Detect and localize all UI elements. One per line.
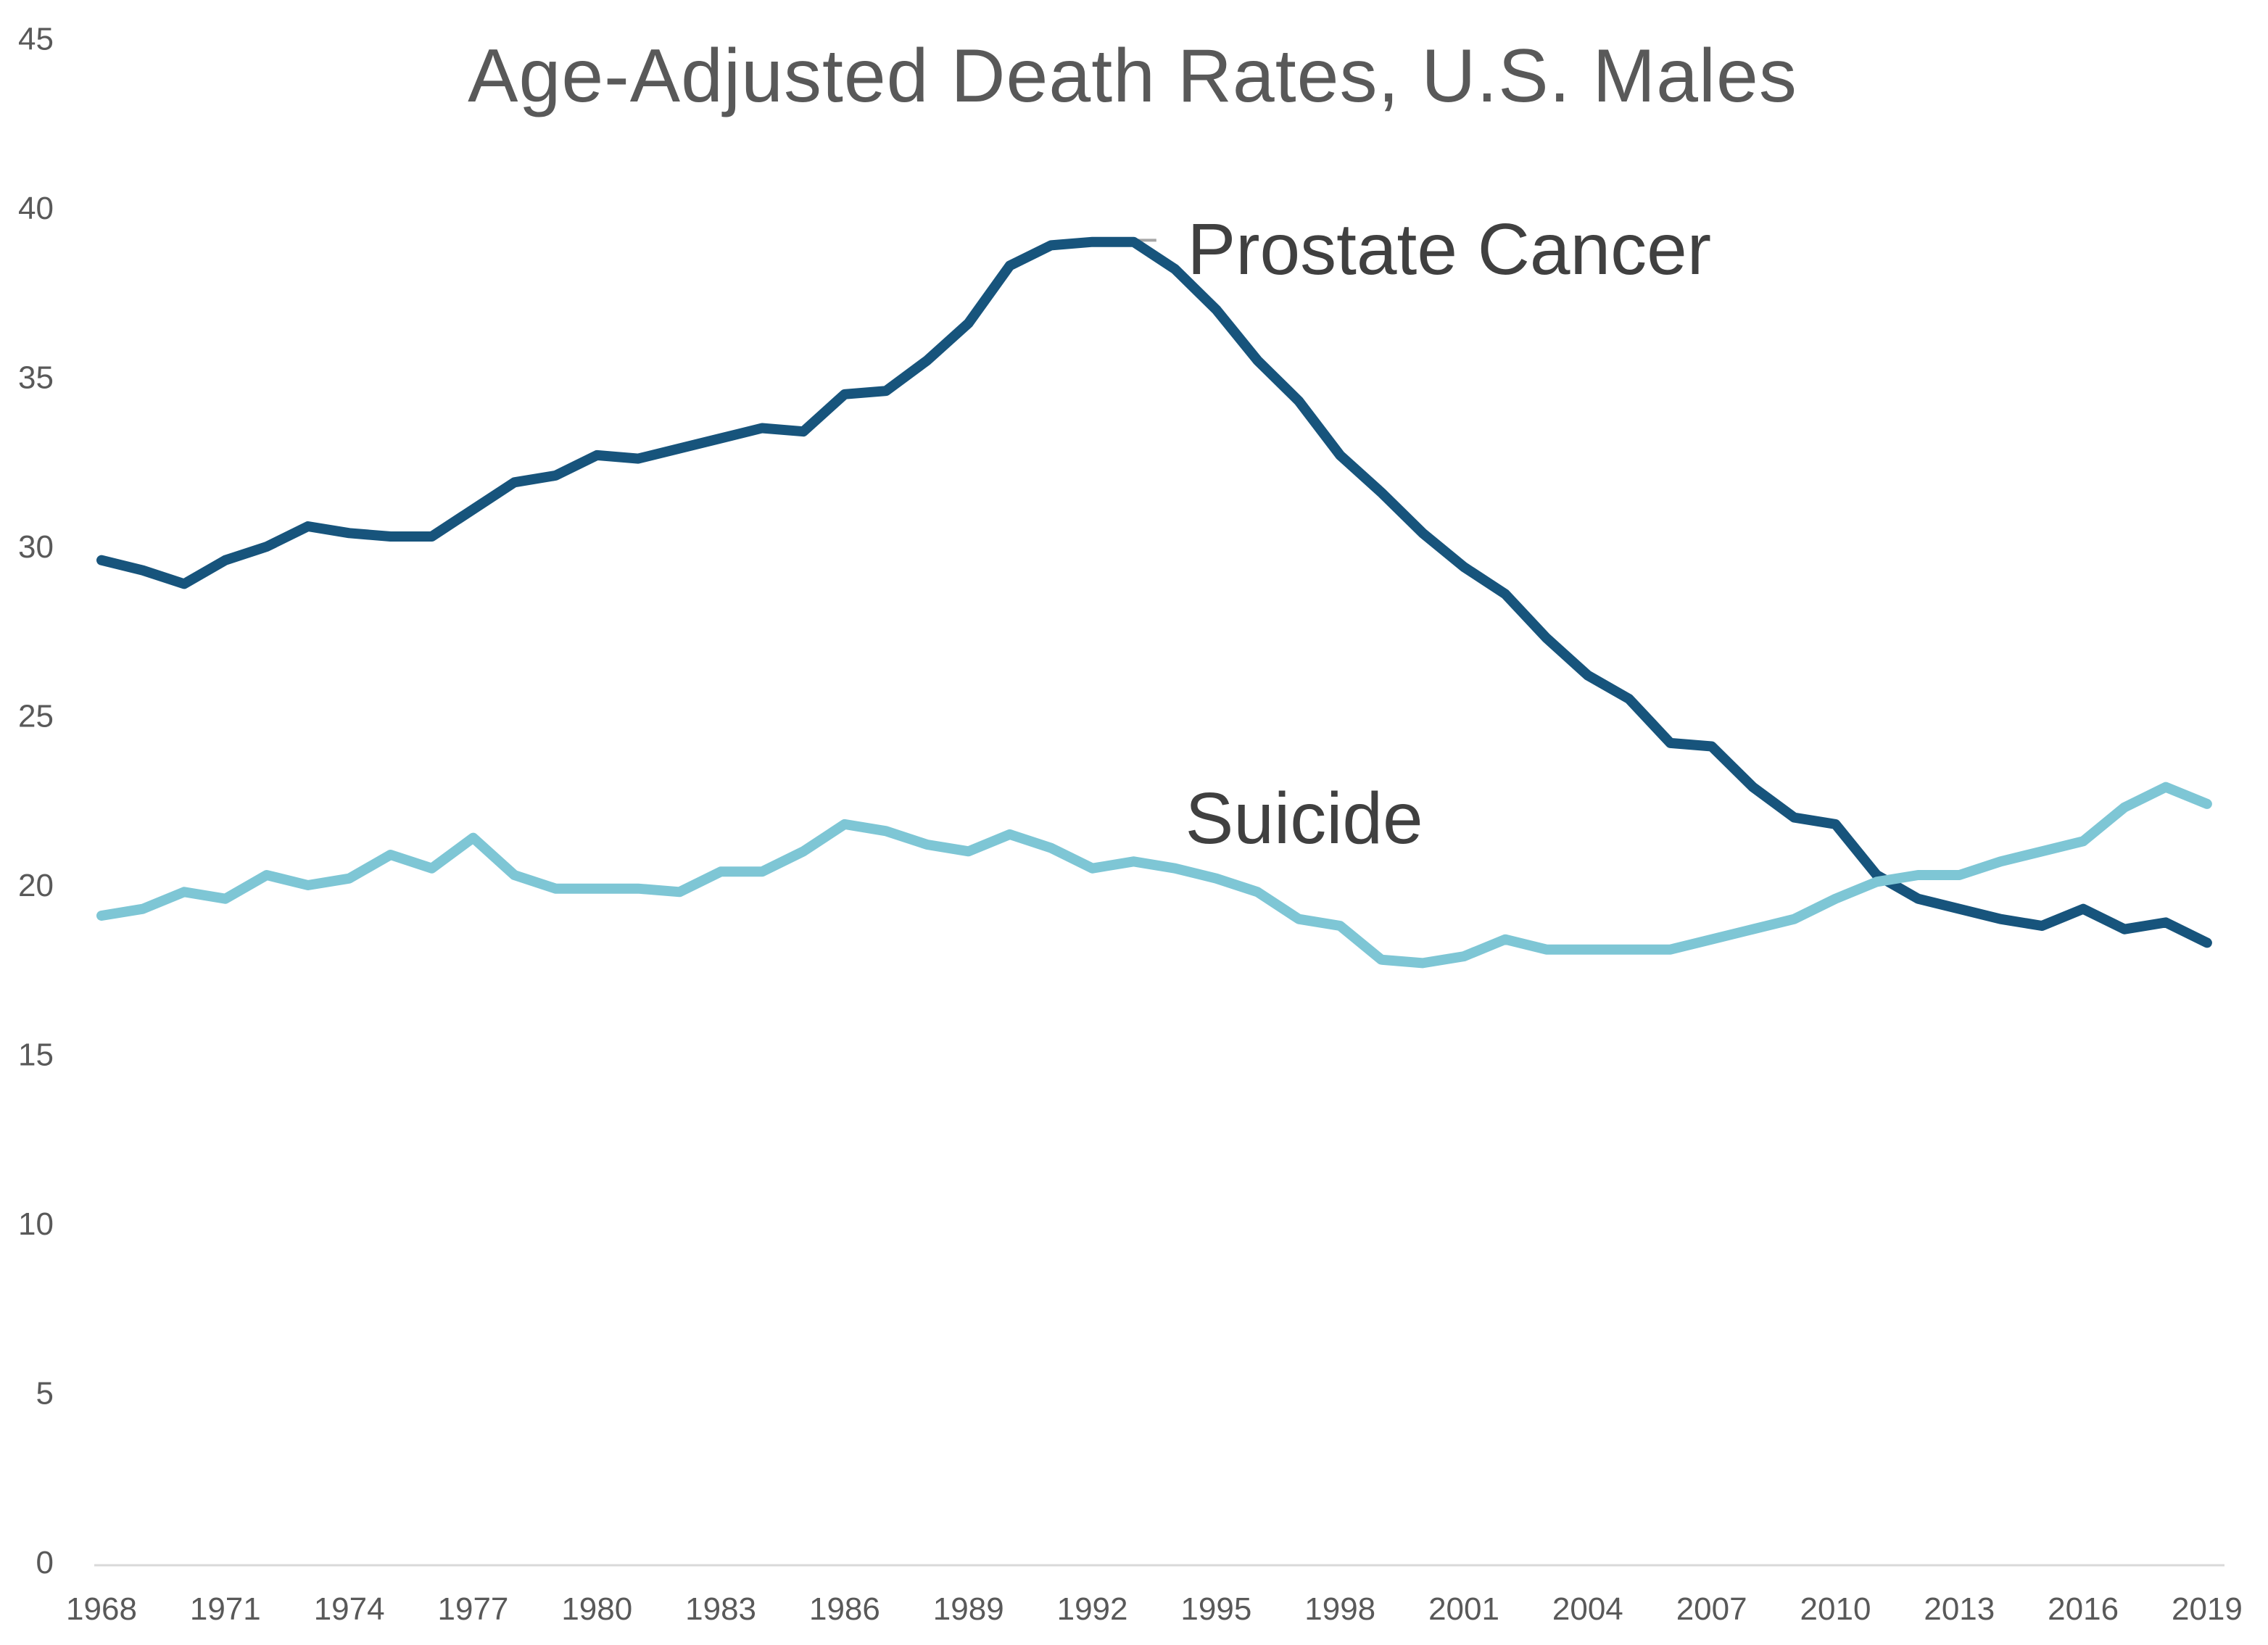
series-label-suicide: Suicide <box>1185 778 1423 859</box>
x-tick-label-1992: 1992 <box>1057 1591 1128 1627</box>
series-lines <box>96 236 2212 969</box>
y-tick-label-30: 30 <box>18 529 54 565</box>
x-tick-label-1989: 1989 <box>933 1591 1004 1627</box>
series-label-prostate-cancer: Prostate Cancer <box>1188 209 1712 290</box>
x-tick-label-1986: 1986 <box>809 1591 880 1627</box>
y-tick-label-40: 40 <box>18 191 54 226</box>
x-tick-label-2016: 2016 <box>2048 1591 2119 1627</box>
x-axis-tick-labels: 1968 1971 1974 1977 1980 1983 1986 1989 1992 1995… <box>66 1591 2243 1627</box>
x-tick-label-2001: 2001 <box>1428 1591 1499 1627</box>
x-tick-label-2019: 2019 <box>2172 1591 2243 1627</box>
series-line-prostate-cancer <box>96 236 2212 948</box>
x-tick-label-2013: 2013 <box>1924 1591 1995 1627</box>
x-tick-label-1968: 1968 <box>66 1591 137 1627</box>
series-line-suicide <box>96 782 2212 969</box>
x-tick-label-1983: 1983 <box>685 1591 756 1627</box>
y-tick-label-20: 20 <box>18 868 54 903</box>
y-tick-label-35: 35 <box>18 360 54 396</box>
y-axis-tick-labels: 0 5 10 15 20 25 30 35 40 45 <box>18 22 54 1581</box>
y-tick-label-45: 45 <box>18 22 54 57</box>
x-tick-label-1980: 1980 <box>561 1591 632 1627</box>
x-tick-label-1971: 1971 <box>190 1591 261 1627</box>
x-tick-label-1974: 1974 <box>314 1591 385 1627</box>
y-tick-label-25: 25 <box>18 699 54 734</box>
x-tick-label-2007: 2007 <box>1676 1591 1747 1627</box>
y-tick-label-10: 10 <box>18 1206 54 1242</box>
x-tick-label-2004: 2004 <box>1552 1591 1623 1627</box>
x-tick-label-1995: 1995 <box>1180 1591 1251 1627</box>
x-tick-label-1977: 1977 <box>438 1591 509 1627</box>
x-tick-label-1998: 1998 <box>1304 1591 1375 1627</box>
y-tick-label-0: 0 <box>36 1545 54 1580</box>
y-tick-label-5: 5 <box>36 1376 54 1412</box>
y-tick-label-15: 15 <box>18 1037 54 1073</box>
chart-title: Age-Adjusted Death Rates, U.S. Males <box>468 34 1797 118</box>
x-tick-label-2010: 2010 <box>1800 1591 1871 1627</box>
